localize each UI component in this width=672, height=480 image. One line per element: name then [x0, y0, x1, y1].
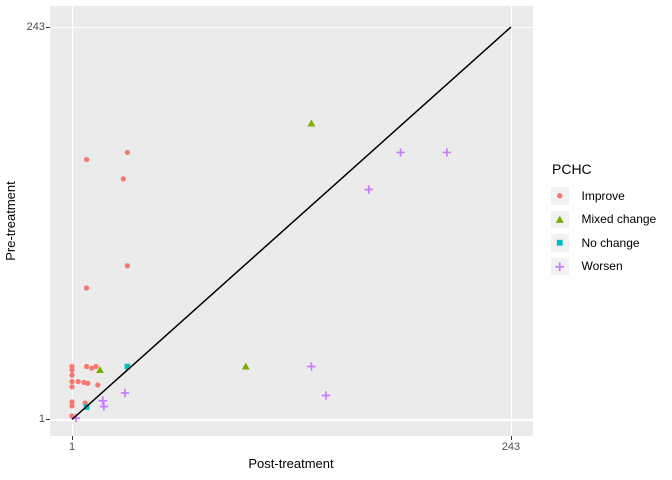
data-point	[83, 156, 90, 163]
legend-item-label: Mixed change	[581, 212, 657, 227]
data-point	[75, 378, 81, 385]
square-glyph	[556, 239, 563, 246]
legend: PCHC Improve Mixed change No change Wors…	[551, 161, 656, 281]
x-tick-1	[71, 436, 73, 440]
data-point	[396, 148, 405, 157]
y-tick-label-243: 243	[26, 21, 45, 33]
data-point	[85, 380, 91, 386]
y-tick-1	[46, 419, 50, 420]
data-point	[364, 185, 373, 194]
y-tick-243	[46, 27, 50, 28]
plot-area-svg	[69, 26, 512, 423]
data-point	[307, 362, 316, 371]
data-point	[241, 362, 250, 370]
data-point	[69, 378, 75, 385]
legend-item-label: No change	[581, 235, 640, 250]
circle-marker-icon	[551, 187, 569, 205]
plus-glyph	[555, 261, 565, 271]
data-point	[69, 367, 75, 373]
data-point	[321, 391, 331, 400]
data-point	[83, 363, 90, 370]
data-point	[556, 239, 563, 246]
data-point	[89, 365, 95, 371]
data-point	[81, 379, 87, 386]
plot-panel	[50, 6, 533, 436]
legend-item-mixed-change: Mixed change	[551, 210, 657, 228]
legend-item-label: Worsen	[581, 259, 623, 274]
data-point	[120, 388, 130, 398]
data-point	[124, 149, 130, 156]
gridline-y-243	[50, 26, 533, 28]
data-point	[124, 263, 130, 269]
data-point	[83, 285, 90, 291]
data-point	[98, 396, 107, 405]
gridline-y-1	[50, 419, 533, 421]
data-point	[69, 372, 75, 378]
triangle-marker-icon	[551, 210, 569, 228]
data-point	[124, 363, 131, 370]
legend-item-improve: Improve	[551, 187, 656, 205]
data-point	[96, 366, 104, 373]
x-axis-title: Post-treatment	[248, 456, 334, 471]
legend-title: PCHC	[552, 161, 592, 177]
x-tick-243	[510, 436, 512, 440]
data-point	[69, 403, 75, 409]
triangle-glyph	[555, 215, 564, 223]
data-point	[442, 148, 452, 157]
data-point	[307, 119, 316, 127]
x-tick-label-243: 243	[501, 441, 521, 453]
x-tick-label-1: 1	[68, 441, 76, 453]
data-point	[555, 261, 565, 271]
data-point	[93, 363, 99, 370]
plus-marker-icon	[551, 257, 569, 275]
legend-item-label: Improve	[581, 188, 625, 203]
data-point	[69, 384, 75, 390]
data-point	[555, 215, 564, 223]
gridline-x-243	[510, 6, 512, 436]
data-point	[557, 193, 563, 199]
legend-item-worsen: Worsen	[551, 257, 656, 275]
legend-item-no-change: No change	[551, 234, 656, 252]
data-point	[69, 399, 75, 405]
y-tick-label-1: 1	[38, 413, 45, 425]
y-axis-title: Pre-treatment	[3, 181, 18, 261]
identity-line	[71, 26, 512, 421]
gridline-x-1	[71, 6, 73, 436]
data-point	[120, 176, 126, 182]
square-marker-icon	[551, 234, 569, 252]
data-point	[99, 402, 109, 411]
data-point	[95, 382, 101, 388]
circle-glyph	[557, 193, 563, 199]
